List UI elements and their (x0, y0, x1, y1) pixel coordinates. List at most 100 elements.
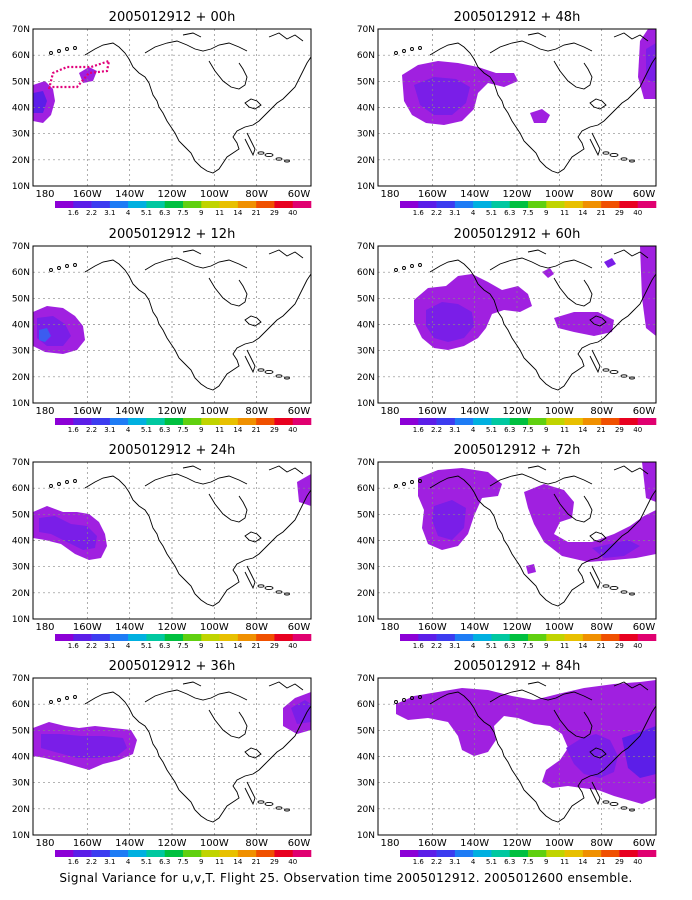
lon-tick-label: 100W (200, 622, 229, 633)
panel-title: 2005012912 + 36h (109, 659, 236, 674)
lat-tick-label: 40N (12, 753, 30, 763)
colorbar-label: 1.6 (68, 642, 80, 650)
colorbar-swatch (164, 418, 184, 425)
colorbar-label: 4 (126, 858, 131, 866)
lon-tick-label: 80W (590, 406, 613, 417)
colorbar-swatch (601, 850, 620, 857)
colorbar-label: 7.5 (177, 642, 188, 650)
lat-tick-label: 60N (357, 51, 375, 61)
lat-tick-label: 70N (357, 242, 375, 252)
lon-tick-label: 80W (590, 189, 613, 200)
lat-tick-label: 20N (12, 805, 30, 815)
colorbar-swatch (400, 634, 419, 641)
colorbar-label: 6.3 (504, 209, 515, 217)
colorbar-label: 14 (578, 858, 587, 866)
colorbar-label: 14 (233, 858, 242, 866)
colorbar-label: 29 (270, 426, 279, 434)
colorbar-label: 1.6 (68, 858, 80, 866)
colorbar-label: 4 (126, 642, 131, 650)
colorbar-label: 40 (288, 209, 297, 217)
colorbar-label: 3.1 (449, 642, 460, 650)
colorbar-swatch (201, 850, 220, 857)
lat-tick-label: 60N (357, 484, 375, 494)
colorbar-label: 11 (560, 209, 569, 217)
colorbar: 1.6 2.2 3.1 4 5.1 6.3 7.5 9 11 14 21 29 40 (55, 201, 312, 217)
map-panel: 2005012912 + 36h 70N 60N 50N 40N 30N 20N 10N 180… (12, 659, 312, 866)
lon-tick-label: 140W (460, 406, 489, 417)
colorbar-swatch (292, 634, 312, 641)
lon-tick-label: 160W (73, 838, 102, 849)
colorbar-swatch (109, 201, 129, 208)
lon-tick-label: 100W (200, 189, 229, 200)
colorbar-label: 1.6 (413, 209, 425, 217)
colorbar-label: 29 (615, 209, 624, 217)
colorbar-swatch (546, 418, 565, 425)
lat-tick-label: 50N (12, 726, 30, 736)
colorbar-swatch (509, 850, 529, 857)
colorbar-label: 1.6 (68, 209, 80, 217)
map-frame (377, 245, 657, 404)
lon-tick-label: 80W (245, 622, 268, 633)
colorbar-label: 4 (126, 209, 131, 217)
colorbar-swatch (183, 634, 202, 641)
lon-tick-label: 60W (633, 622, 656, 633)
lon-tick-label: 140W (115, 189, 144, 200)
colorbar-label: 9 (199, 426, 203, 434)
colorbar-swatch (582, 418, 602, 425)
coastline (49, 249, 311, 391)
colorbar-swatch (256, 850, 275, 857)
lon-tick-label: 100W (545, 838, 574, 849)
lat-tick-label: 70N (12, 242, 30, 252)
colorbar-swatch (91, 201, 111, 208)
map-panel: 2005012912 + 72h 70N 60N 50N 40N 30N 20N 10N 180… (357, 443, 657, 650)
colorbar-swatch (436, 201, 456, 208)
map-panel: 2005012912 + 84h 70N 60N 50N 40N 30N 20N 10N 180… (357, 659, 657, 866)
colorbar-swatch (564, 850, 584, 857)
colorbar-label: 29 (270, 209, 279, 217)
lat-tick-label: 10N (12, 831, 30, 841)
variance-fill (396, 680, 656, 804)
lat-tick-label: 70N (357, 25, 375, 35)
colorbar-swatch (55, 634, 74, 641)
colorbar-label: 7.5 (177, 858, 188, 866)
colorbar-swatch (418, 850, 437, 857)
colorbar-label: 40 (288, 642, 297, 650)
colorbar-label: 7.5 (177, 426, 188, 434)
colorbar-swatch (454, 850, 474, 857)
colorbar-label: 4 (471, 858, 476, 866)
colorbar-swatch (619, 418, 639, 425)
colorbar-label: 3.1 (449, 858, 460, 866)
map-frame (32, 28, 312, 187)
colorbar-label: 9 (199, 858, 203, 866)
colorbar-label: 11 (215, 858, 224, 866)
colorbar-swatch (418, 418, 437, 425)
lon-tick-label: 140W (115, 622, 144, 633)
colorbar-swatch (73, 850, 92, 857)
colorbar-swatch (528, 850, 547, 857)
colorbar-label: 29 (270, 642, 279, 650)
lat-tick-label: 20N (12, 589, 30, 599)
lon-tick-label: 60W (288, 838, 311, 849)
colorbar-label: 2.2 (86, 209, 97, 217)
colorbar-label: 11 (560, 642, 569, 650)
lon-tick-label: 140W (115, 838, 144, 849)
lat-tick-label: 60N (12, 700, 30, 710)
lat-tick-label: 60N (12, 51, 30, 61)
colorbar-label: 9 (199, 642, 203, 650)
colorbar-label: 6.3 (504, 642, 515, 650)
colorbar-swatch (73, 634, 92, 641)
lat-tick-label: 70N (357, 458, 375, 468)
colorbar-swatch (601, 201, 620, 208)
lon-tick-label: 100W (545, 406, 574, 417)
panel-title: 2005012912 + 12h (109, 227, 236, 242)
panel-title: 2005012912 + 48h (454, 10, 581, 25)
lon-tick-label: 140W (460, 189, 489, 200)
colorbar-swatch (546, 634, 565, 641)
map-frame (377, 461, 657, 620)
colorbar-swatch (91, 418, 111, 425)
gridlines (33, 246, 311, 403)
colorbar-label: 4 (471, 642, 476, 650)
lat-tick-label: 70N (357, 674, 375, 684)
colorbar-label: 21 (597, 858, 606, 866)
colorbar: 1.6 2.2 3.1 4 5.1 6.3 7.5 9 11 14 21 29 40 (55, 850, 312, 866)
